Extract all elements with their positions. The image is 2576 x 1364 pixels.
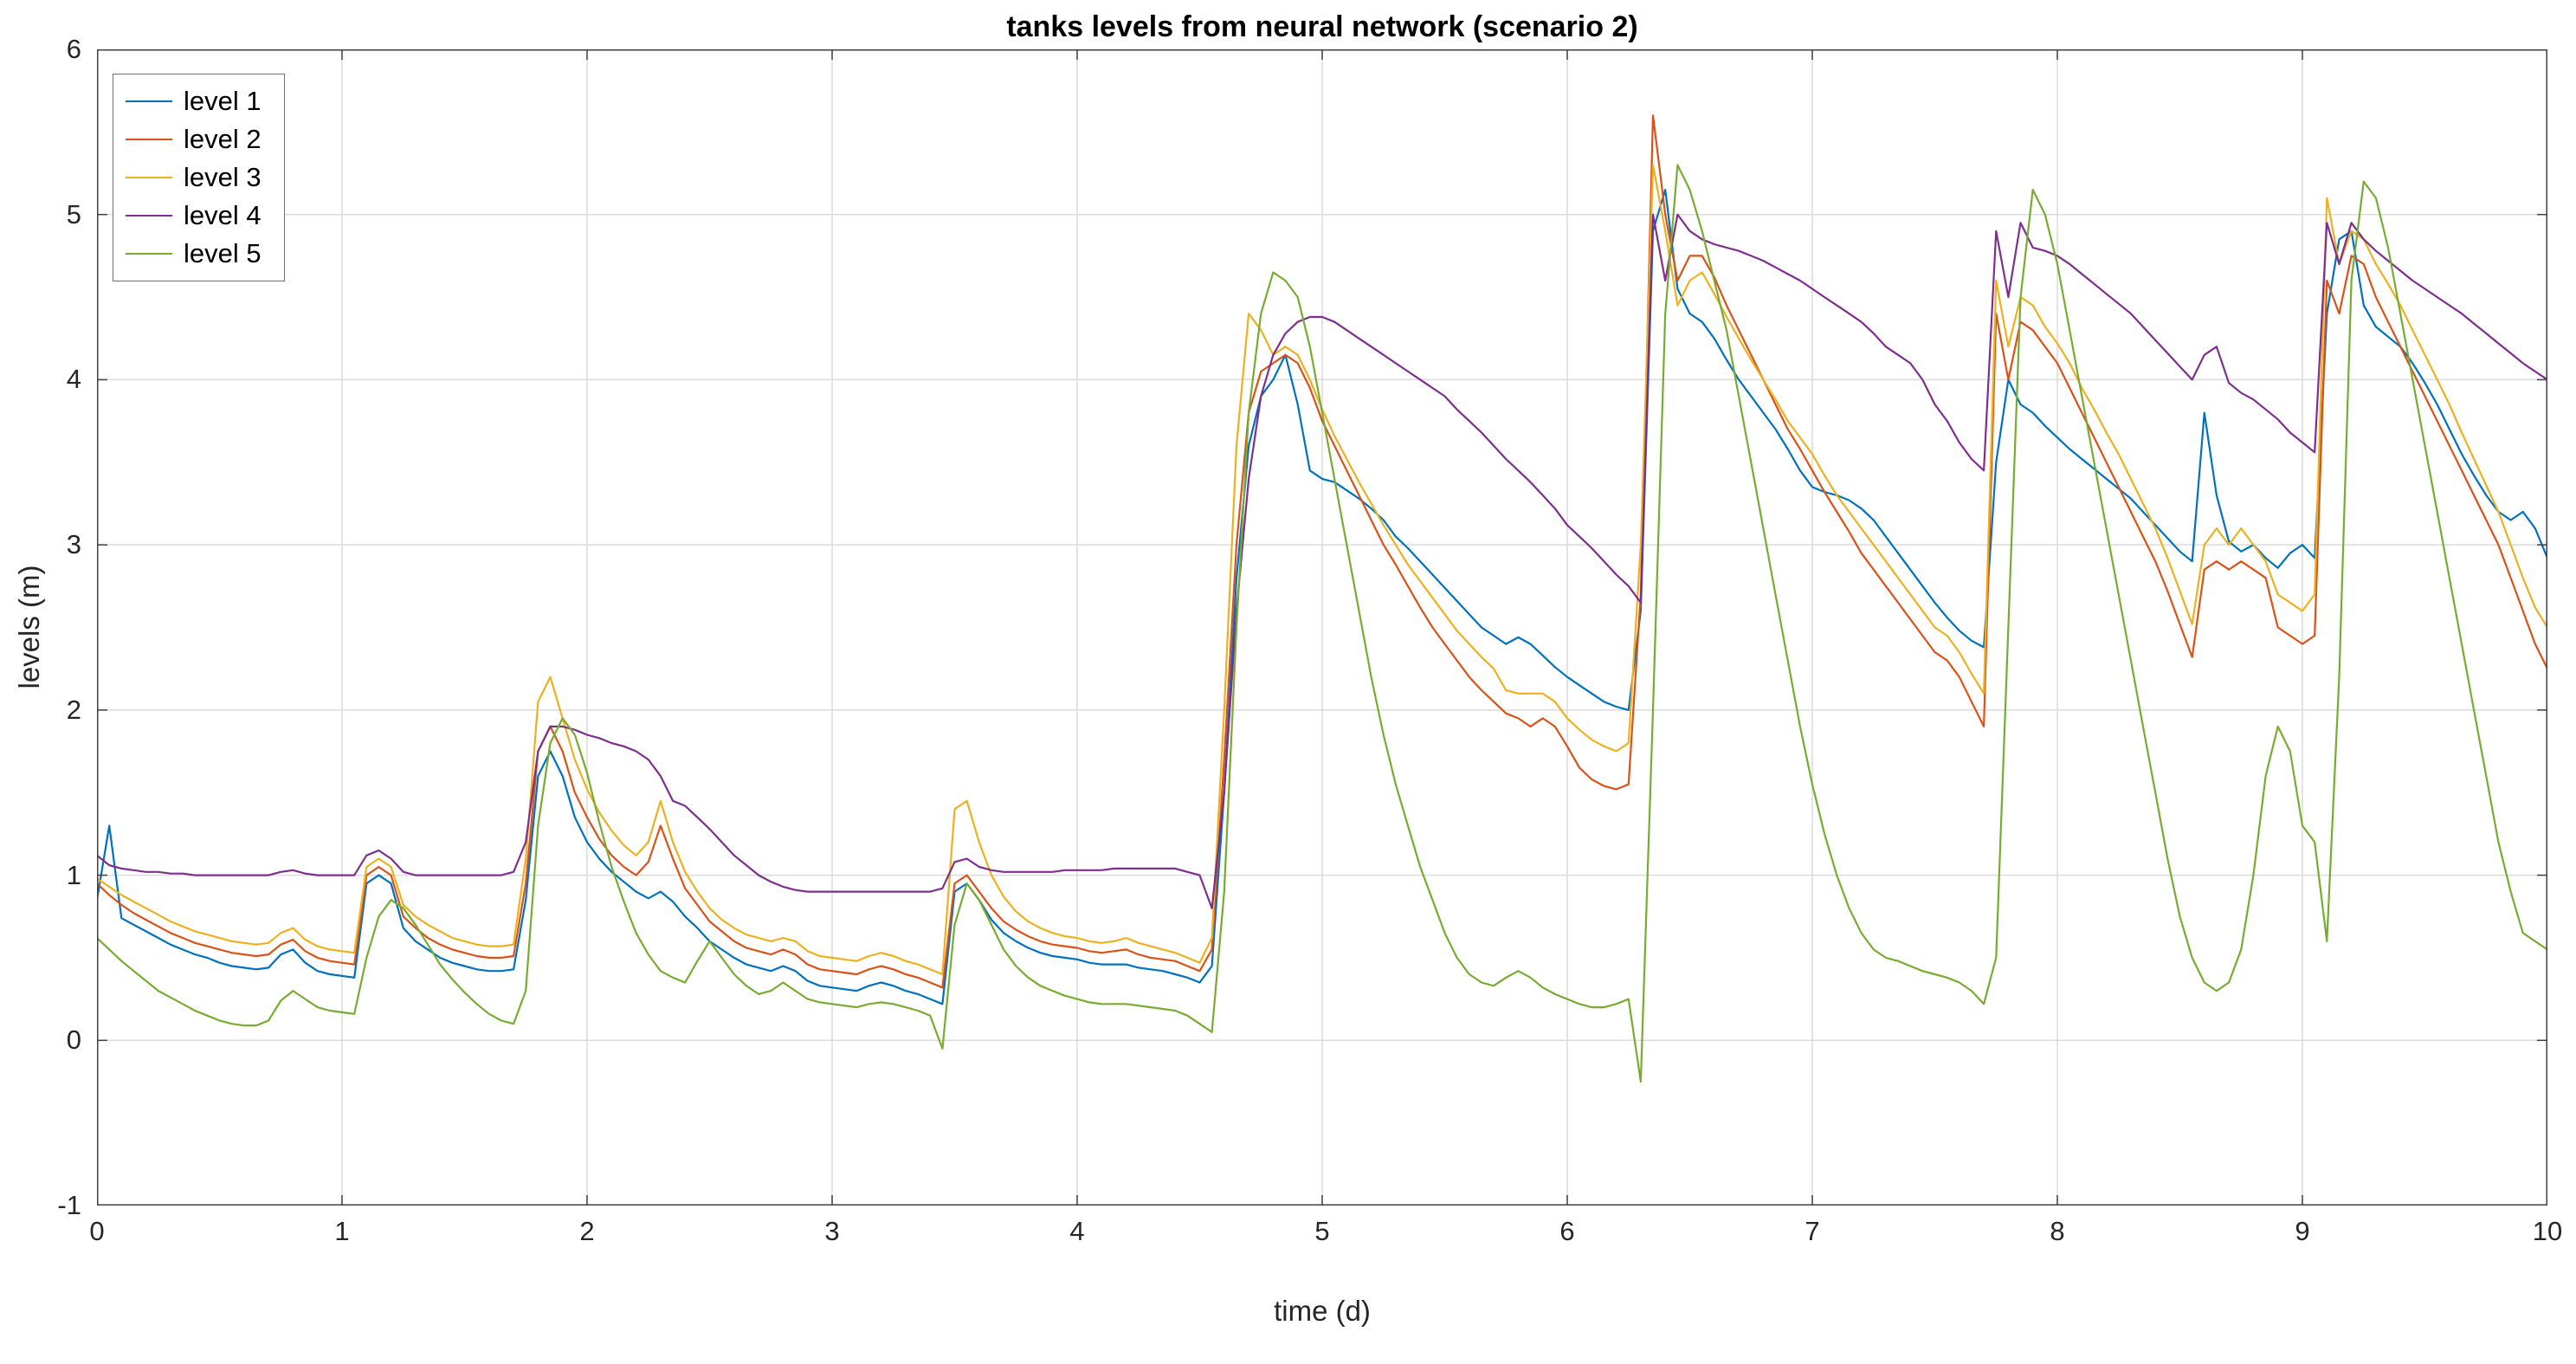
legend: level 1 level 2 level 3 level 4 level 5 — [113, 74, 285, 281]
legend-swatch — [126, 139, 172, 140]
y-tick-label: -1 — [57, 1190, 81, 1220]
x-tick-label: 5 — [1314, 1216, 1330, 1246]
legend-swatch — [126, 253, 172, 255]
legend-item-level-2: level 2 — [126, 120, 261, 158]
plot-area — [97, 49, 2547, 1206]
x-axis-label: time (d) — [1274, 1295, 1371, 1327]
x-tick-label: 4 — [1069, 1216, 1085, 1246]
series-line-level-5 — [97, 164, 2547, 1083]
x-tick-label: 10 — [2532, 1216, 2563, 1246]
y-tick-label: 5 — [66, 198, 81, 229]
y-tick-label: 4 — [66, 364, 81, 395]
legend-swatch — [126, 100, 172, 102]
legend-label: level 3 — [184, 162, 261, 192]
series-line-level-1 — [97, 189, 2547, 1005]
y-tick-label: 6 — [66, 34, 81, 64]
y-tick-label: 0 — [66, 1025, 81, 1056]
legend-label: level 5 — [184, 238, 261, 268]
series-line-level-2 — [97, 114, 2547, 989]
series-line-level-4 — [97, 213, 2547, 909]
y-tick-label: 2 — [66, 694, 81, 725]
legend-label: level 4 — [184, 200, 261, 230]
y-axis-label: levels (m) — [13, 565, 45, 689]
legend-label: level 2 — [184, 124, 261, 154]
legend-item-level-5: level 5 — [126, 235, 261, 273]
chart-title: tanks levels from neural network (scenar… — [1006, 10, 1638, 43]
x-tick-label: 0 — [89, 1216, 105, 1246]
x-tick-label: 3 — [824, 1216, 840, 1246]
legend-swatch — [126, 177, 172, 178]
x-tick-label: 8 — [2050, 1216, 2065, 1246]
legend-item-level-3: level 3 — [126, 158, 261, 197]
y-tick-label: 1 — [66, 859, 81, 890]
x-tick-label: 9 — [2295, 1216, 2310, 1246]
legend-label: level 1 — [184, 86, 261, 116]
y-tick-label: 3 — [66, 529, 81, 560]
x-tick-label: 1 — [334, 1216, 350, 1246]
legend-item-level-4: level 4 — [126, 197, 261, 235]
x-tick-label: 2 — [579, 1216, 595, 1246]
x-tick-label: 7 — [1804, 1216, 1820, 1246]
x-tick-label: 6 — [1559, 1216, 1575, 1246]
legend-swatch — [126, 215, 172, 217]
legend-item-level-1: level 1 — [126, 82, 261, 120]
